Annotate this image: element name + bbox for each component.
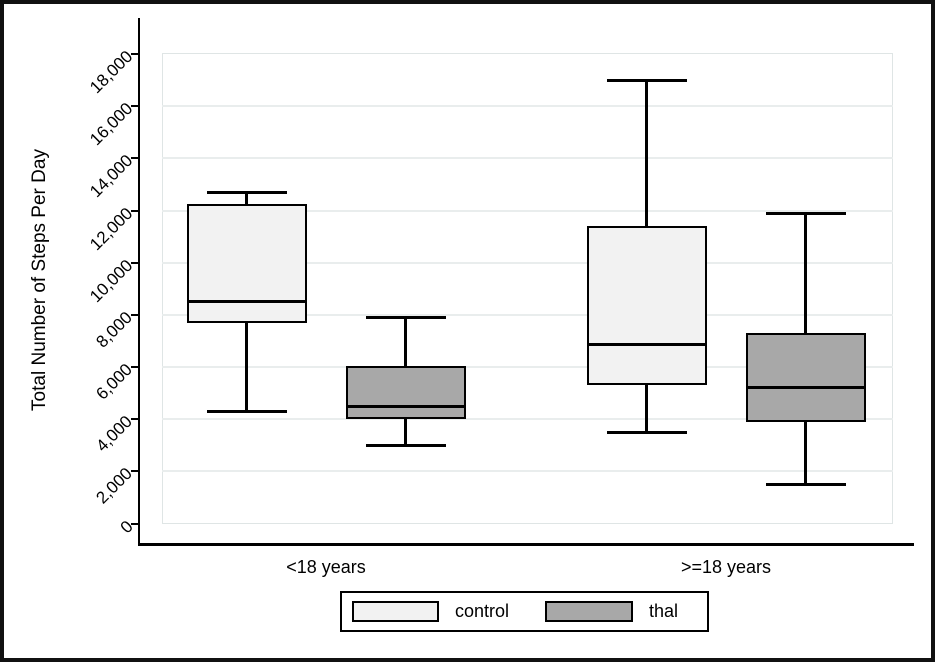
lower-whisker: [645, 385, 648, 433]
y-axis-tick: [131, 522, 138, 525]
y-gridline: [162, 261, 893, 264]
y-axis-tick-label: 10,000: [86, 255, 137, 306]
upper-whisker-cap: [206, 190, 287, 194]
legend-swatch-control: [352, 601, 439, 622]
median-line: [345, 404, 466, 408]
x-axis-line: [137, 543, 914, 546]
y-gridline: [162, 209, 893, 212]
legend-item-control: control: [352, 601, 509, 622]
lower-whisker-cap: [206, 409, 287, 413]
y-gridline: [162, 157, 893, 160]
y-axis-tick: [131, 53, 138, 55]
y-axis-tick-label: 16,000: [86, 99, 137, 150]
plot-region-border: [162, 53, 893, 524]
legend-label-control: control: [455, 601, 510, 621]
legend-swatch-thal: [545, 601, 634, 622]
upper-whisker: [804, 213, 807, 334]
y-axis-tick: [131, 209, 138, 212]
y-axis-tick-label: 14,000: [86, 151, 137, 202]
y-axis-tick: [131, 470, 138, 473]
upper-whisker: [404, 317, 407, 366]
y-gridline: [162, 313, 893, 316]
y-axis-tick: [131, 418, 138, 421]
upper-whisker-cap: [765, 211, 846, 215]
lower-whisker: [804, 421, 807, 485]
upper-whisker: [645, 80, 648, 227]
y-axis-tick: [131, 366, 138, 368]
median-line: [586, 343, 707, 347]
lower-whisker-cap: [606, 430, 687, 434]
y-axis-tick: [131, 313, 138, 316]
median-line: [745, 386, 866, 390]
y-axis-tick-label: 12,000: [86, 203, 137, 254]
y-gridline: [162, 470, 893, 473]
upper-whisker: [245, 192, 248, 204]
y-axis-tick-label: 2,000: [92, 464, 137, 508]
lower-whisker: [245, 322, 248, 412]
x-axis-label: <18 years: [286, 557, 366, 577]
y-axis-tick: [131, 157, 138, 160]
y-gridline: [162, 105, 893, 108]
y-axis-tick-label: 0: [116, 516, 137, 537]
lower-whisker: [404, 419, 407, 446]
upper-whisker-cap: [365, 315, 446, 319]
legend: control thal: [340, 591, 709, 632]
box-thal-0: [345, 365, 466, 420]
x-axis-label: >=18 years: [680, 557, 772, 577]
plot-area: 0 2,000 4,000 6,000 8,000 10,000 12,000 14,000 1…: [4, 4, 931, 658]
box-control-0: [186, 203, 307, 323]
median-line: [186, 300, 307, 304]
legend-item-thal: thal: [545, 601, 678, 622]
y-gridline: [162, 418, 893, 421]
y-gridline: [162, 366, 893, 368]
box-control-1: [586, 226, 707, 386]
lower-whisker-cap: [765, 482, 846, 486]
legend-label-thal: thal: [649, 601, 679, 621]
y-axis-tick: [131, 261, 138, 264]
y-axis-tick: [131, 105, 138, 108]
box-thal-1: [745, 333, 866, 422]
lower-whisker-cap: [365, 443, 446, 447]
y-axis-tick-label: 18,000: [86, 46, 137, 98]
y-axis-line: [137, 18, 140, 546]
upper-whisker-cap: [606, 78, 687, 82]
